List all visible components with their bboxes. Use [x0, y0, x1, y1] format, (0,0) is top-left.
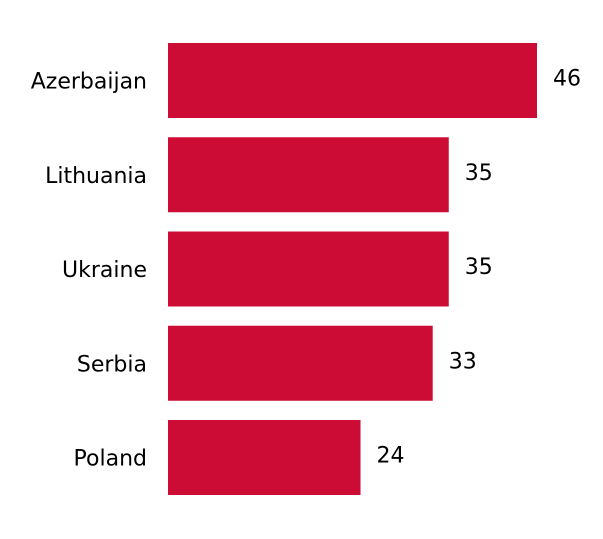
value-label: 35	[465, 255, 493, 280]
category-label: Azerbaijan	[31, 70, 147, 95]
bar	[168, 231, 449, 307]
value-label: 33	[449, 349, 477, 374]
value-label: 46	[553, 67, 581, 92]
category-label: Poland	[74, 447, 147, 472]
bar	[168, 137, 449, 213]
bar	[168, 325, 433, 401]
value-label: 35	[465, 161, 493, 186]
value-label: 24	[377, 444, 405, 469]
bar	[168, 43, 537, 118]
category-label: Ukraine	[62, 258, 147, 283]
category-label: Lithuania	[45, 164, 147, 189]
category-label: Serbia	[77, 352, 147, 377]
bar	[168, 420, 361, 495]
